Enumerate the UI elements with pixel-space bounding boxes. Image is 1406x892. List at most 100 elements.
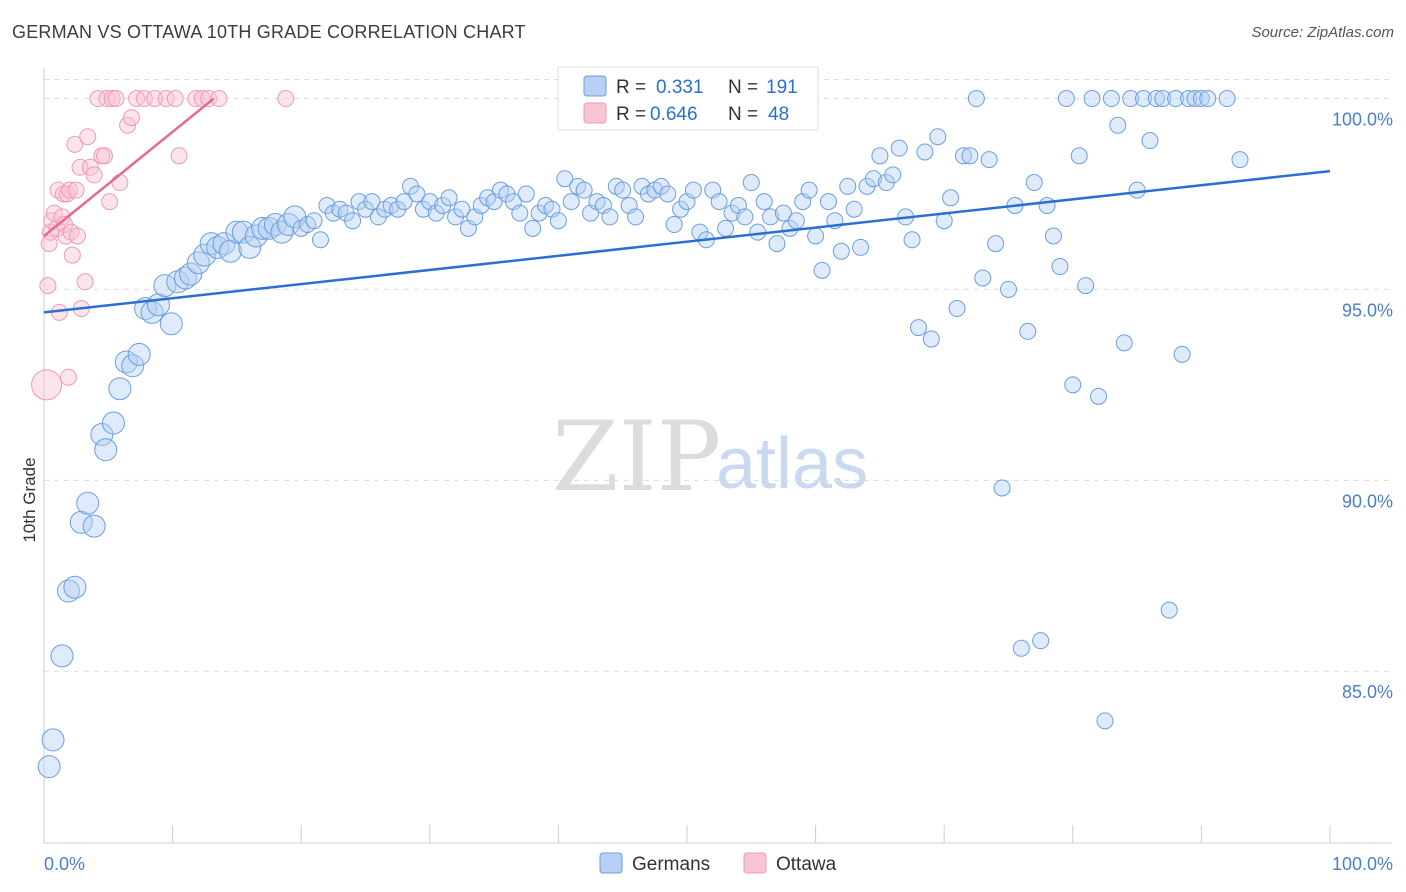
point-germans (1083, 90, 1101, 108)
point-germans (270, 220, 294, 244)
point-germans (1147, 90, 1165, 108)
point-germans (929, 128, 947, 146)
point-germans (954, 147, 972, 165)
point-germans (987, 235, 1005, 253)
point-ottawa (277, 90, 295, 108)
source-label: Source: ZipAtlas.com (1251, 24, 1394, 41)
point-germans (524, 219, 542, 237)
point-ottawa (170, 147, 188, 165)
series-ottawa (31, 90, 295, 401)
point-germans (864, 170, 882, 188)
point-germans (1135, 90, 1153, 108)
point-germans (1180, 90, 1198, 108)
point-germans (819, 193, 837, 211)
y-tick-label: 85.0% (1342, 682, 1393, 702)
point-ottawa (166, 90, 184, 108)
x-tick-label: 0.0% (44, 854, 85, 874)
point-germans (225, 220, 249, 244)
point-germans (710, 193, 728, 211)
point-germans (916, 143, 934, 161)
point-germans (257, 216, 281, 240)
point-ottawa (39, 277, 57, 295)
stats-legend: R = 0.331 N = 191 R = 0.646 N = 48 (557, 66, 819, 131)
legend-swatch-germans (583, 75, 607, 97)
point-ottawa (103, 90, 121, 108)
point-germans (1096, 712, 1114, 730)
stat-r-value-germans: 0.331 (656, 77, 704, 98)
y-tick-label: 95.0% (1342, 300, 1393, 320)
point-germans (1115, 334, 1133, 352)
point-ottawa (59, 368, 77, 386)
point-ottawa (68, 227, 86, 245)
point-germans (1032, 632, 1050, 650)
point-germans (684, 181, 702, 199)
point-germans (1090, 387, 1108, 405)
point-germans (206, 235, 230, 259)
point-germans (980, 151, 998, 169)
point-germans (575, 181, 593, 199)
point-germans (127, 342, 151, 366)
point-germans (218, 239, 242, 263)
point-germans (556, 170, 574, 188)
point-germans (1218, 90, 1236, 108)
point-germans (121, 354, 145, 378)
point-ottawa (122, 109, 140, 127)
x-tick-labels: 0.0% 100.0% (44, 854, 1393, 874)
point-germans (800, 181, 818, 199)
point-germans (922, 330, 940, 348)
point-germans (768, 235, 786, 253)
point-ottawa (81, 158, 99, 176)
point-germans (251, 216, 275, 240)
point-germans (114, 350, 138, 374)
point-germans (903, 231, 921, 249)
point-germans (1038, 196, 1056, 214)
stat-n-label-germans: N = (728, 77, 758, 98)
point-germans (774, 204, 792, 222)
point-germans (1186, 90, 1204, 108)
legend-swatch-ottawa-bottom (743, 852, 767, 874)
point-germans (1192, 90, 1210, 108)
point-ottawa (85, 166, 103, 184)
point-ottawa (146, 90, 164, 108)
point-ottawa (61, 181, 79, 199)
point-ottawa (66, 135, 84, 153)
point-germans (736, 208, 754, 226)
point-germans (601, 208, 619, 226)
point-germans (1012, 639, 1030, 657)
point-ottawa (89, 90, 107, 108)
point-germans (186, 251, 210, 275)
point-germans (212, 232, 236, 256)
point-germans (1051, 258, 1069, 276)
point-germans (344, 212, 362, 230)
point-germans (884, 166, 902, 184)
gridlines (44, 79, 1392, 672)
point-germans (56, 579, 80, 603)
point-germans (363, 193, 381, 211)
point-ottawa (157, 90, 175, 108)
point-germans (1070, 147, 1088, 165)
legend-swatch-germans-bottom (599, 852, 623, 874)
point-germans (76, 491, 100, 515)
point-germans (1173, 345, 1191, 363)
point-germans (742, 174, 760, 192)
point-germans (1231, 151, 1249, 169)
point-germans (1102, 90, 1120, 108)
point-ottawa (187, 90, 205, 108)
point-germans (890, 139, 908, 157)
point-germans (974, 269, 992, 287)
point-germans (845, 200, 863, 218)
stat-n-label-ottawa: N = (728, 104, 758, 125)
point-germans (807, 227, 825, 245)
point-germans (159, 312, 183, 336)
point-germans (762, 208, 780, 226)
point-ottawa (63, 246, 81, 264)
point-germans (395, 193, 413, 211)
point-ottawa (101, 193, 119, 211)
y-tick-label: 90.0% (1342, 491, 1393, 511)
point-germans (1064, 376, 1082, 394)
point-germans (562, 193, 580, 211)
point-germans (179, 262, 203, 286)
point-ottawa (200, 90, 218, 108)
point-germans (871, 147, 889, 165)
